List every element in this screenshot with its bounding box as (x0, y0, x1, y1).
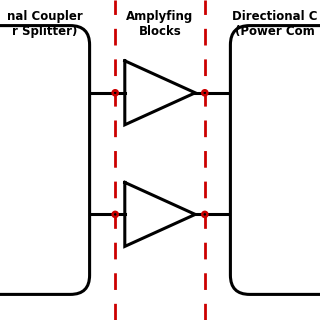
Text: Directional C
(Power Com: Directional C (Power Com (232, 10, 318, 38)
FancyBboxPatch shape (230, 26, 320, 294)
Text: nal Coupler
r Splitter): nal Coupler r Splitter) (7, 10, 83, 38)
Text: Amplyfing
Blocks: Amplyfing Blocks (126, 10, 194, 38)
FancyBboxPatch shape (0, 26, 90, 294)
